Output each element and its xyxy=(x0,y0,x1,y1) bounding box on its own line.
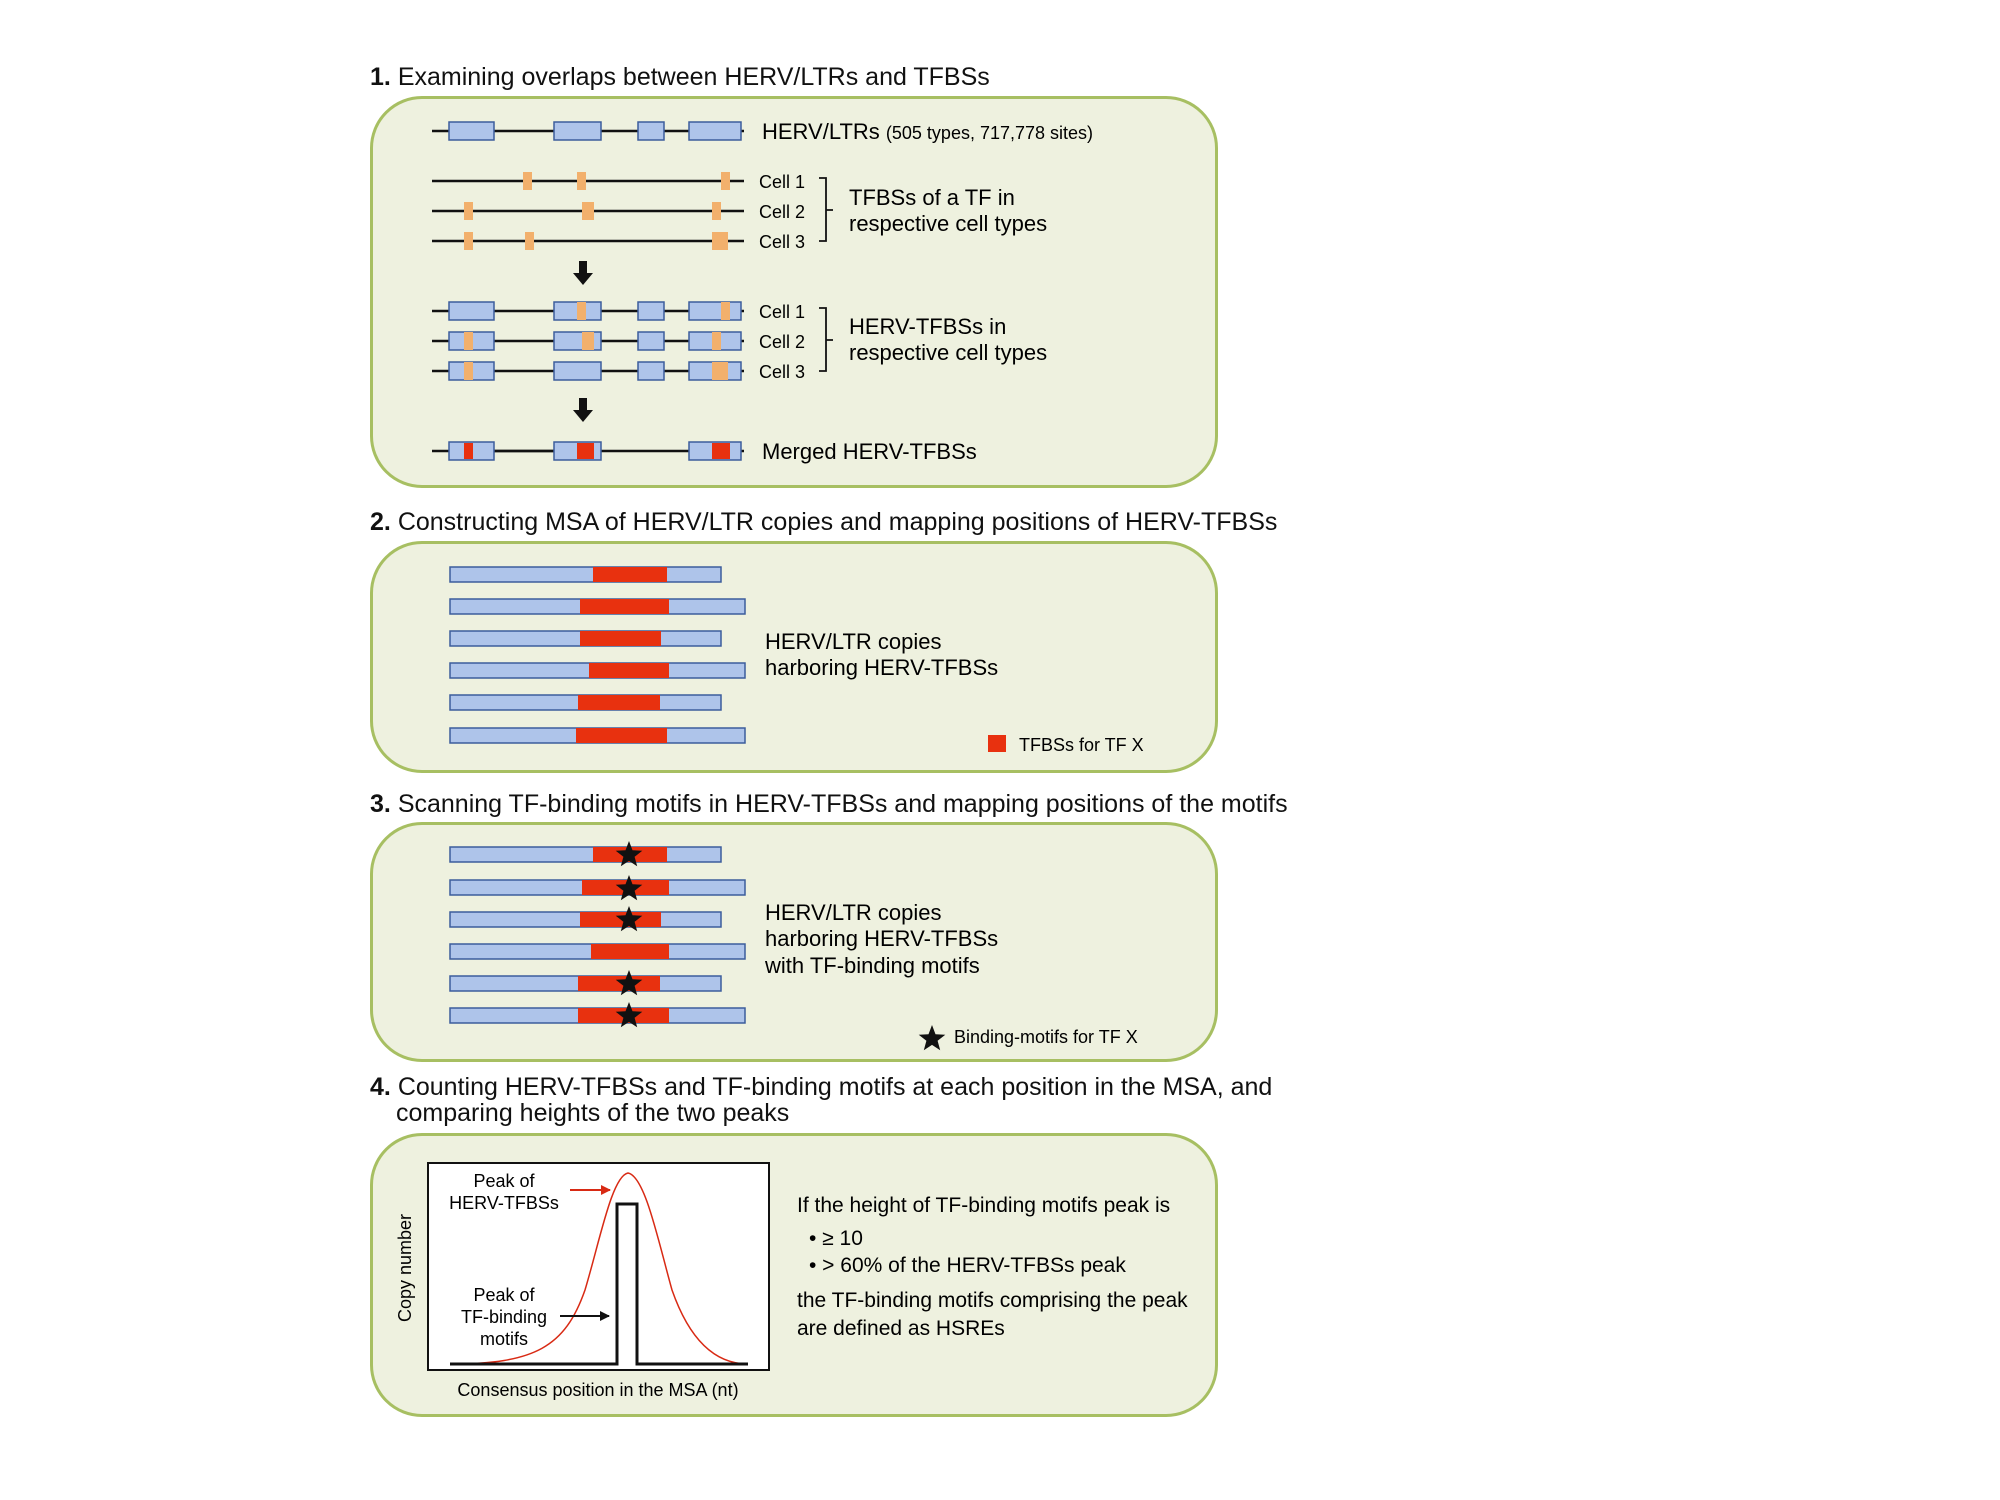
section-4-title: 4. Counting HERV-TFBSs and TF-binding mo… xyxy=(370,1073,1273,1127)
tfbs-mark xyxy=(464,362,473,380)
herv-ltr-label: HERV/LTRs (505 types, 717,778 sites) xyxy=(762,119,1093,144)
peak-tfbs-label-line2: HERV-TFBSs xyxy=(449,1193,559,1213)
tfbs-mark xyxy=(712,202,721,220)
herv-tfbs-rows xyxy=(432,301,744,381)
panel-1 xyxy=(370,96,1218,488)
tfbs-legend-swatch xyxy=(988,735,1006,752)
merged-tfbs-mark xyxy=(577,443,594,459)
conclusion-line2: are defined as HSREs xyxy=(797,1317,1005,1340)
herv-ltr-row xyxy=(432,121,744,141)
tfbs-mark xyxy=(712,332,721,350)
x-axis-label: Consensus position in the MSA (nt) xyxy=(457,1380,738,1400)
criterion-2: • > 60% of the HERV-TFBSs peak xyxy=(809,1254,1126,1277)
bracket xyxy=(819,307,833,372)
star-icon xyxy=(615,906,643,932)
merged-label: Merged HERV-TFBSs xyxy=(762,439,977,464)
cell-2-label: Cell 2 xyxy=(759,332,805,352)
cell-1-label: Cell 1 xyxy=(759,172,805,192)
herv-box xyxy=(688,301,742,321)
section-2-title: 2. Constructing MSA of HERV/LTR copies a… xyxy=(370,508,1278,536)
down-arrow-icon xyxy=(573,398,593,422)
tfbs-mark xyxy=(523,172,532,190)
cell-1-label: Cell 1 xyxy=(759,302,805,322)
tfbs-mark xyxy=(712,232,728,250)
herv-box xyxy=(553,121,602,141)
herv-box xyxy=(448,121,495,141)
tfbs-mark xyxy=(582,332,594,350)
herv-box xyxy=(637,361,665,381)
tfbs-mark xyxy=(525,232,534,250)
herv-box xyxy=(637,331,665,351)
panel3-label-line2: harboring HERV-TFBSs xyxy=(765,926,998,951)
tfbs-segment xyxy=(591,944,669,959)
herv-box xyxy=(637,121,665,141)
star-icon xyxy=(615,970,643,996)
herv-tfbs-peak-curve xyxy=(449,1172,749,1365)
herv-tfbs-label-line2: respective cell types xyxy=(849,340,1047,365)
cell-3-label: Cell 3 xyxy=(759,232,805,252)
tfbs-label-line2: respective cell types xyxy=(849,211,1047,236)
tfbs-mark xyxy=(577,172,586,190)
tfbs-label-line1: TFBSs of a TF in xyxy=(849,185,1015,210)
tfbs-mark xyxy=(464,232,473,250)
tfbs-mark xyxy=(464,332,473,350)
tfbs-mark xyxy=(712,362,728,380)
tfbs-mark xyxy=(577,302,586,320)
criteria-intro: If the height of TF-binding motifs peak … xyxy=(797,1194,1170,1217)
tfbs-mark xyxy=(464,202,473,220)
msa-copies-panel2 xyxy=(449,566,746,744)
peak-tfbs-label-line1: Peak of xyxy=(473,1171,535,1191)
criterion-1: • ≥ 10 xyxy=(809,1227,863,1250)
star-icon xyxy=(615,875,643,901)
cell-2-label: Cell 2 xyxy=(759,202,805,222)
tfbs-segment xyxy=(593,567,667,582)
herv-box xyxy=(448,301,495,321)
herv-copy-bar xyxy=(449,566,722,583)
panel3-label-line1: HERV/LTR copies xyxy=(765,900,941,925)
star-icon xyxy=(615,841,643,867)
tfbs-segment xyxy=(580,631,661,646)
plot-frame xyxy=(427,1162,770,1371)
panel3-label-line3: with TF-binding motifs xyxy=(764,953,980,978)
tfbs-segment xyxy=(580,599,669,614)
herv-box xyxy=(553,361,602,381)
tfbs-segment xyxy=(576,728,667,743)
y-axis-label: Copy number xyxy=(395,1214,415,1322)
tfbs-mark xyxy=(721,302,730,320)
down-arrow-icon xyxy=(573,261,593,285)
section-3-title: 3. Scanning TF-binding motifs in HERV-TF… xyxy=(370,790,1288,818)
herv-box xyxy=(637,301,665,321)
tfbs-mark xyxy=(582,202,594,220)
herv-tfbs-label-line1: HERV-TFBSs in xyxy=(849,314,1006,339)
merged-tfbs-mark xyxy=(464,443,473,459)
herv-copy-bar xyxy=(449,846,722,863)
tfbs-segment xyxy=(589,663,669,678)
tfbs-legend-label: TFBSs for TF X xyxy=(1019,735,1144,755)
motif-legend-label: Binding-motifs for TF X xyxy=(954,1027,1138,1047)
tfbs-rows xyxy=(432,172,744,250)
peak-motif-label-line3: motifs xyxy=(480,1329,528,1349)
section-1-title: 1. Examining overlaps between HERV/LTRs … xyxy=(370,63,990,91)
cell-3-label: Cell 3 xyxy=(759,362,805,382)
tfbs-segment xyxy=(578,695,660,710)
tfbs-segment xyxy=(578,976,660,991)
motif-peak-line xyxy=(450,1202,748,1366)
panel2-label-line1: HERV/LTR copies xyxy=(765,629,941,654)
panel2-label-line2: harboring HERV-TFBSs xyxy=(765,655,998,680)
bracket xyxy=(819,177,833,242)
peak-motif-label-line1: Peak of xyxy=(473,1285,535,1305)
star-icon xyxy=(615,1002,643,1028)
tfbs-mark xyxy=(721,172,730,190)
peak-motif-label-line2: TF-binding xyxy=(461,1307,547,1327)
herv-box xyxy=(688,121,742,141)
merged-tfbs-mark xyxy=(712,443,730,459)
msa-copies-panel3 xyxy=(449,841,746,1028)
star-legend-icon xyxy=(918,1025,946,1051)
merged-row xyxy=(432,441,744,461)
conclusion-line1: the TF-binding motifs comprising the pea… xyxy=(797,1289,1188,1312)
